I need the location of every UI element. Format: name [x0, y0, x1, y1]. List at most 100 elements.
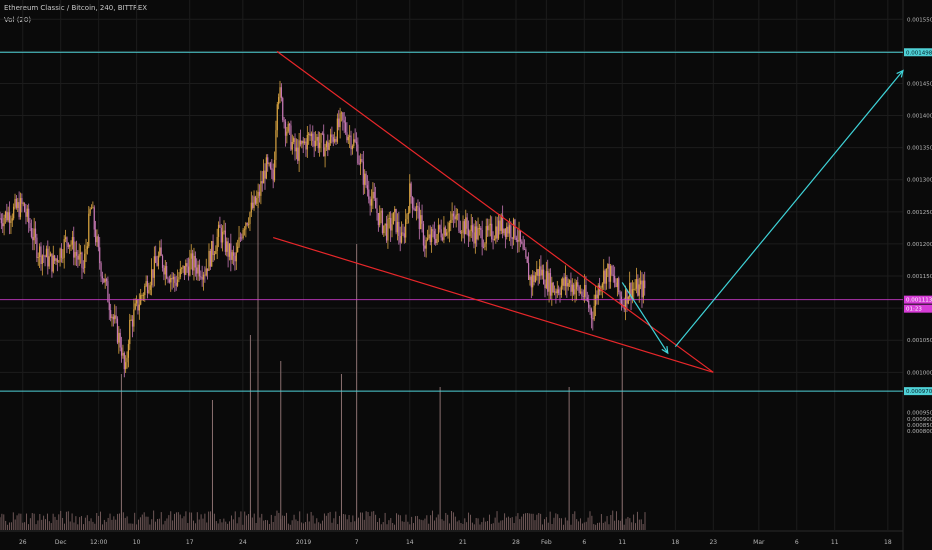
- candle-body: [88, 213, 90, 247]
- candle-body: [238, 237, 240, 247]
- candle-body: [343, 120, 345, 123]
- current-price-tag-bg: [904, 295, 932, 304]
- time-tick-label: 18: [672, 539, 680, 546]
- candle-body: [41, 255, 43, 264]
- candle-body: [560, 285, 562, 295]
- candle-body: [577, 282, 579, 287]
- candle-body: [593, 306, 595, 320]
- candle-body: [496, 226, 498, 239]
- candle-body: [146, 281, 149, 294]
- candle-body: [529, 276, 531, 280]
- candle-body: [545, 271, 547, 289]
- candle-body: [532, 275, 534, 288]
- price-tick-label: 0.00155000: [907, 17, 932, 23]
- candle-body: [77, 255, 79, 260]
- support-price-tag: 0.00097070: [906, 389, 932, 395]
- candle-body: [232, 252, 235, 256]
- candle-body: [286, 131, 288, 136]
- candle-body: [379, 212, 381, 226]
- candle-body: [482, 246, 485, 248]
- candle-body: [575, 282, 578, 290]
- candle-body: [478, 228, 481, 229]
- candle-body: [213, 253, 216, 255]
- candle-body: [308, 133, 310, 135]
- candle-body: [439, 225, 441, 230]
- candle-body: [263, 170, 265, 184]
- candle-body: [4, 211, 7, 218]
- candle-body: [313, 140, 315, 147]
- candle-body: [388, 218, 390, 219]
- candle-body: [70, 244, 72, 246]
- candle-body: [390, 218, 392, 231]
- candle-body: [252, 202, 254, 208]
- candle-body: [125, 362, 127, 370]
- candle-body: [420, 215, 422, 230]
- candle-body: [208, 250, 210, 271]
- candle-body: [626, 289, 628, 304]
- candle-body: [630, 282, 632, 300]
- candle-body: [273, 159, 276, 181]
- price-tick-label: 0.00125000: [907, 210, 932, 216]
- candle-body: [579, 291, 582, 293]
- candle-body: [201, 277, 203, 280]
- candle-body: [642, 280, 644, 298]
- candle-body: [215, 251, 217, 254]
- candle-body: [0, 218, 2, 224]
- candle-body: [164, 266, 166, 275]
- price-tick-label: 0.00145000: [907, 81, 932, 87]
- candle-body: [336, 118, 338, 142]
- candle-body: [186, 263, 188, 267]
- candle-body: [465, 217, 467, 235]
- candle-body: [403, 233, 405, 238]
- candle-body: [411, 196, 414, 209]
- candle-body: [461, 232, 463, 234]
- candle-body: [340, 112, 343, 114]
- candle-body: [366, 185, 369, 190]
- candle-body: [489, 223, 491, 226]
- time-tick-label: 2019: [296, 539, 311, 546]
- candle-body: [518, 230, 520, 242]
- candle-body: [193, 255, 195, 271]
- candle-body: [537, 269, 539, 276]
- candle-body: [294, 138, 296, 152]
- candle-body: [329, 134, 332, 144]
- wedge-upper-line: [276, 50, 714, 373]
- candle-body: [253, 196, 255, 208]
- time-tick-label: 7: [355, 539, 359, 546]
- candle-body: [120, 347, 123, 356]
- price-tick-label: 0.00140000: [907, 114, 932, 120]
- candle-body: [196, 267, 198, 274]
- candle-body: [319, 142, 321, 149]
- candle-body: [450, 220, 452, 223]
- candle-body: [211, 241, 213, 267]
- candle-body: [597, 285, 599, 299]
- candle-body: [523, 249, 526, 250]
- candlesticks: [0, 80, 646, 378]
- candle-body: [558, 289, 560, 294]
- candle-body: [612, 274, 614, 276]
- candle-body: [112, 316, 114, 320]
- candle-body: [89, 209, 91, 214]
- candle-body: [115, 315, 117, 319]
- candle-body: [553, 291, 556, 293]
- candle-body: [25, 211, 27, 217]
- candle-body: [431, 229, 433, 243]
- candle-body: [179, 268, 181, 277]
- volume-indicator-label[interactable]: Vol (20): [4, 16, 32, 24]
- candle-body: [519, 230, 522, 242]
- candle-body: [349, 135, 351, 137]
- candle-body: [97, 236, 99, 248]
- candle-body: [324, 147, 326, 157]
- candle-body: [417, 205, 419, 208]
- candle-body: [552, 282, 554, 293]
- candle-body: [75, 251, 78, 256]
- candle-body: [567, 283, 569, 287]
- candle-body: [396, 221, 399, 233]
- candle-body: [499, 220, 501, 231]
- candle-body: [33, 228, 35, 241]
- candle-body: [130, 319, 132, 321]
- candle-body: [22, 203, 24, 205]
- candle-body: [346, 132, 348, 141]
- candle-body: [138, 304, 140, 311]
